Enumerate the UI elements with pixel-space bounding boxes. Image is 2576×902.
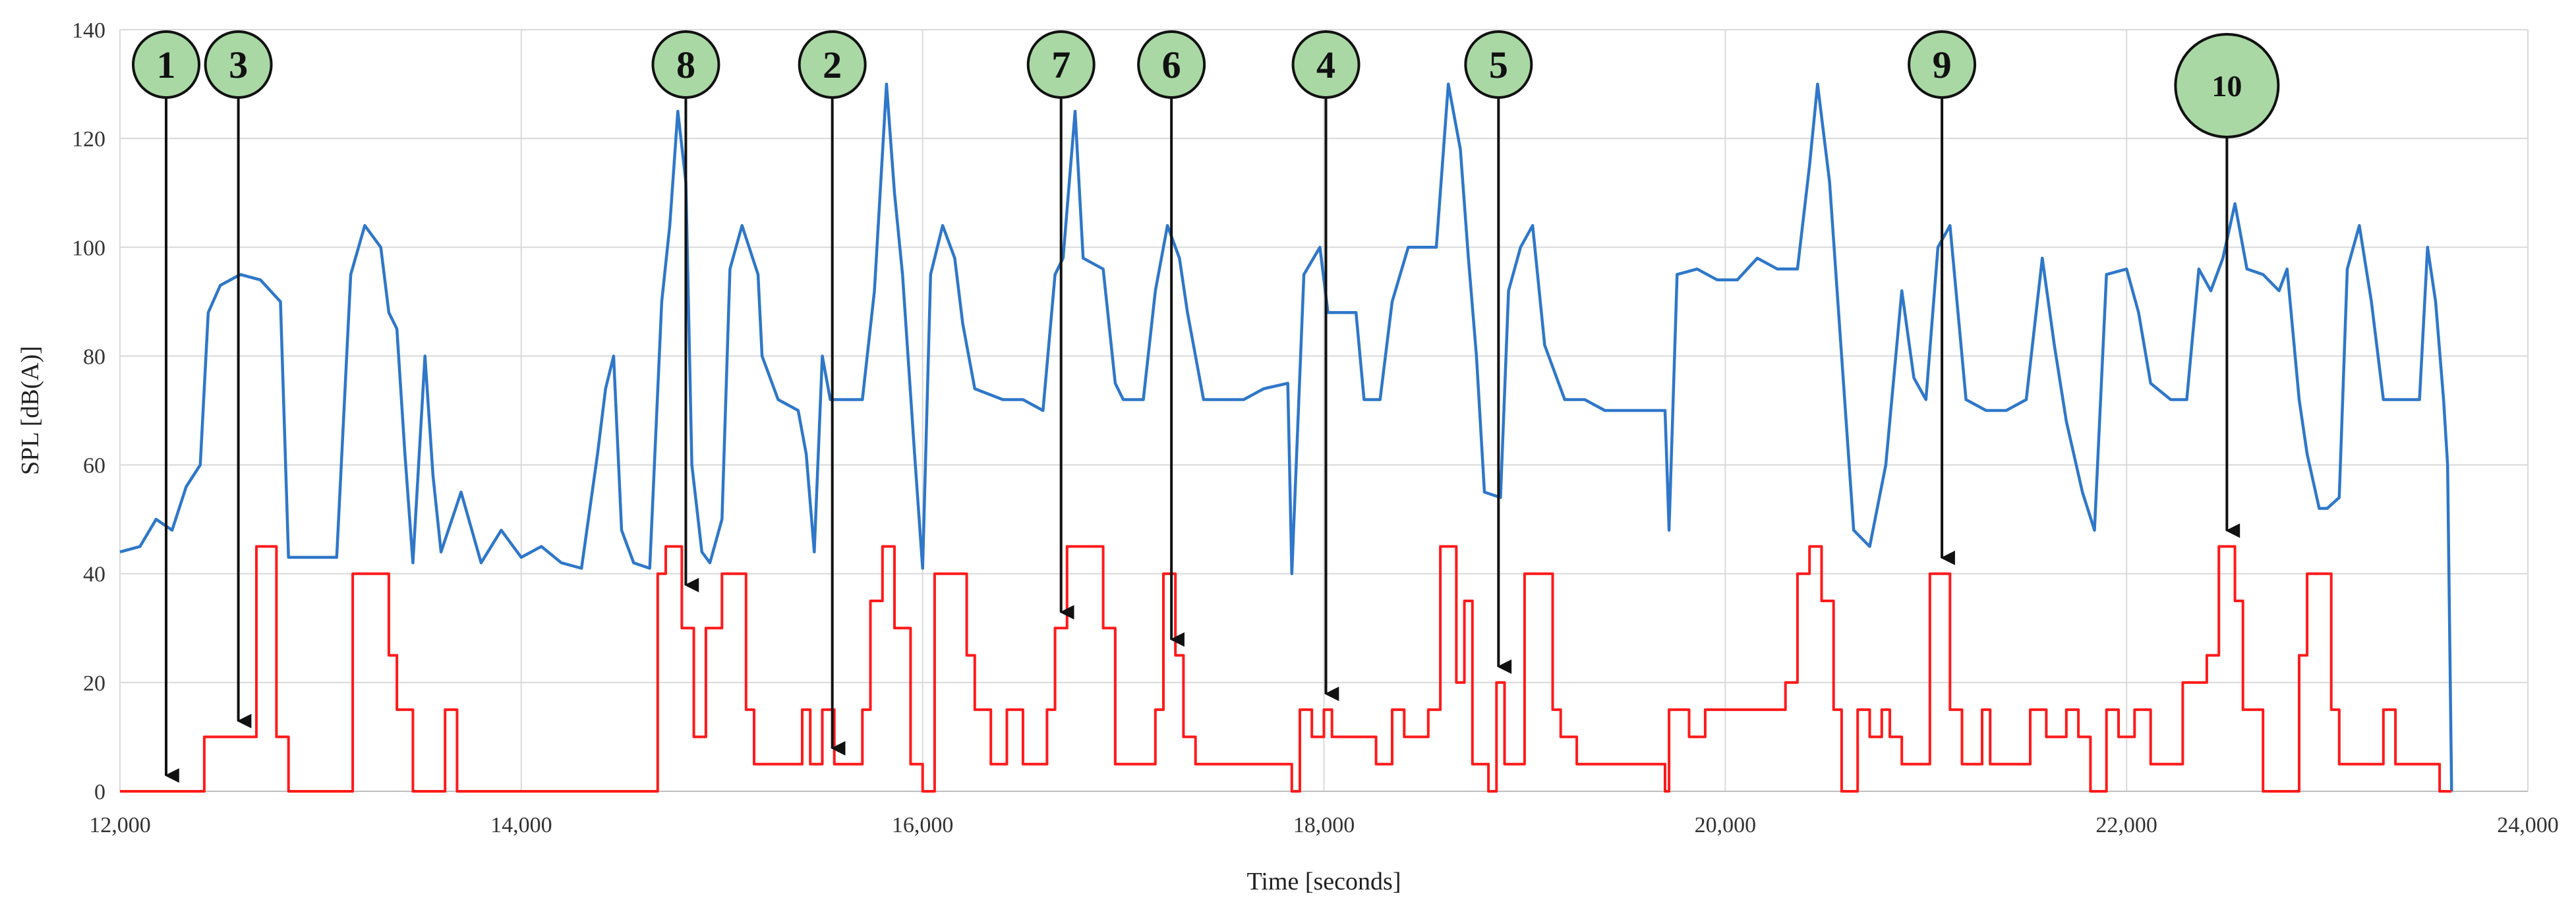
axes: 0 20 40 60 80 100 120 140 12,000 14,000 16,000 18,0…	[72, 18, 2559, 837]
annotation-label: 10	[2211, 69, 2242, 103]
annotation-label: 6	[1162, 43, 1181, 86]
annotation-marker	[1908, 30, 1977, 99]
annotation-label: 4	[1316, 43, 1335, 86]
annotation-marker	[1137, 30, 1206, 99]
annotation-marker	[798, 30, 867, 99]
x-tick-label: 20,000	[1695, 813, 1757, 837]
annotation-label: 1	[157, 43, 176, 86]
y-tick-label: 40	[83, 563, 105, 587]
x-tick-label: 22,000	[2095, 813, 2157, 837]
annotation-marker	[1291, 30, 1361, 99]
x-tick-label: 16,000	[892, 813, 954, 837]
y-tick-label: 60	[83, 454, 105, 478]
y-tick-label: 20	[83, 671, 105, 696]
y-tick-label: 0	[94, 780, 105, 804]
annotation-marker	[204, 30, 273, 99]
gridlines	[119, 29, 2529, 792]
series-line-spl	[119, 82, 2453, 792]
annotation-marker	[1026, 30, 1096, 99]
series-line-rating	[120, 545, 2452, 793]
annotation-label: 9	[1933, 43, 1952, 86]
x-tick-label: 12,000	[89, 813, 151, 837]
annotation-label: 2	[823, 43, 842, 86]
annotation-marker	[132, 30, 201, 99]
y-tick-label: 120	[72, 127, 105, 152]
x-tick-label: 14,000	[490, 813, 552, 837]
annotation-marker	[651, 30, 720, 99]
y-tick-label: 140	[72, 18, 105, 43]
y-tick-label: 80	[83, 345, 105, 369]
annotation-marker	[1464, 30, 1533, 99]
x-tick-label: 18,000	[1293, 813, 1355, 837]
series-lines	[119, 82, 2453, 793]
annotation-label: 8	[676, 43, 695, 86]
annotation-marker	[2174, 33, 2280, 138]
annotation-label: 5	[1489, 43, 1508, 86]
x-axis-title: Time [seconds]	[1247, 868, 1401, 895]
x-tick-label: 24,000	[2497, 813, 2559, 837]
y-tick-label: 100	[72, 236, 105, 260]
y-axis-title: SPL [dB(A)]	[16, 346, 44, 475]
annotations: 1 3 8 2 7 6 4 5 9 10	[132, 30, 2280, 783]
annotation-label: 3	[229, 43, 248, 86]
annotation-label: 7	[1051, 43, 1070, 86]
